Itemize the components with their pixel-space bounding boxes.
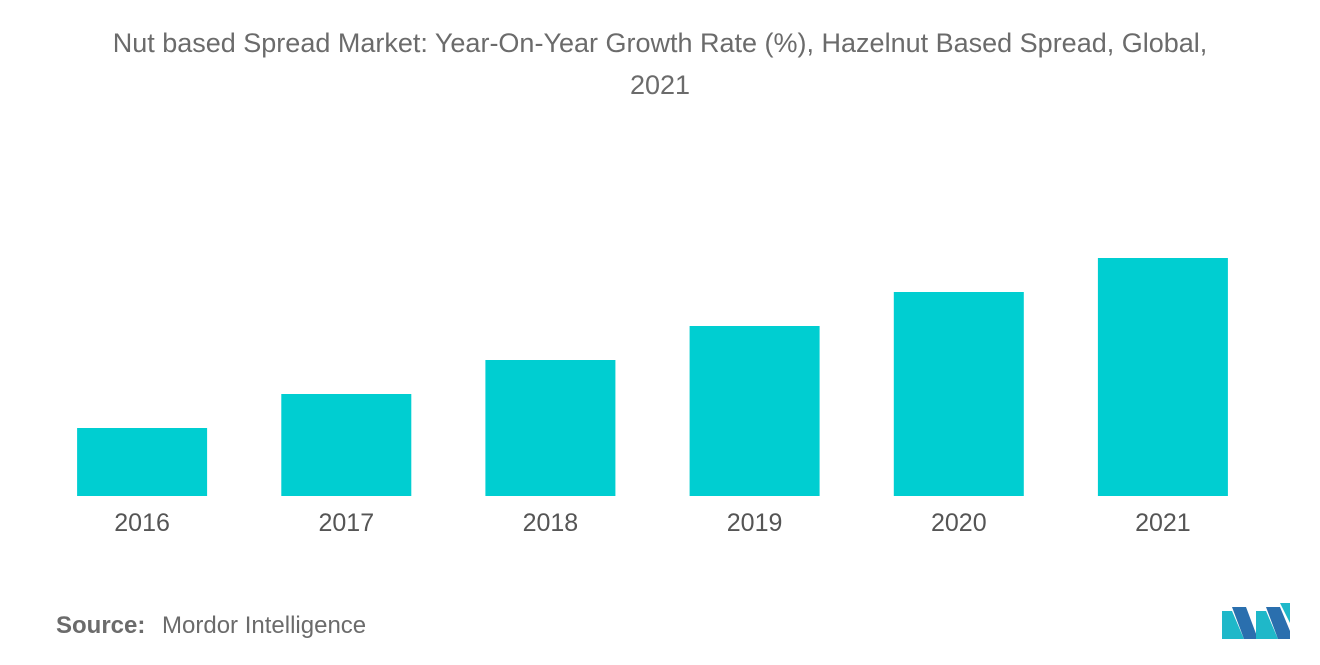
x-tick-label-2016: 2016 <box>114 509 170 537</box>
chart-title-line-2: 2021 <box>629 70 691 100</box>
x-tick-label-2017: 2017 <box>318 509 374 537</box>
mordor-intelligence-logo-icon <box>1222 603 1290 639</box>
bar-2018 <box>485 360 616 496</box>
bar-2020 <box>893 292 1024 496</box>
x-tick-label-2021: 2021 <box>1135 509 1191 537</box>
x-tick-label-2020: 2020 <box>931 509 987 537</box>
chart-title-line-1: Nut based Spread Market: Year-On-Year Gr… <box>112 28 1208 58</box>
x-tick-label-2018: 2018 <box>523 509 579 537</box>
bar-2019 <box>689 326 820 496</box>
chart-title: Nut based Spread Market: Year-On-Year Gr… <box>0 22 1320 106</box>
source-note: Source: Mordor Intelligence <box>56 612 366 640</box>
x-tick-label-2019: 2019 <box>727 509 783 537</box>
source-value: Mordor Intelligence <box>162 612 367 639</box>
source-label: Source: <box>56 612 146 639</box>
bar-2017 <box>281 394 412 496</box>
bar-2021 <box>1097 258 1228 496</box>
bar-2016 <box>77 428 208 496</box>
